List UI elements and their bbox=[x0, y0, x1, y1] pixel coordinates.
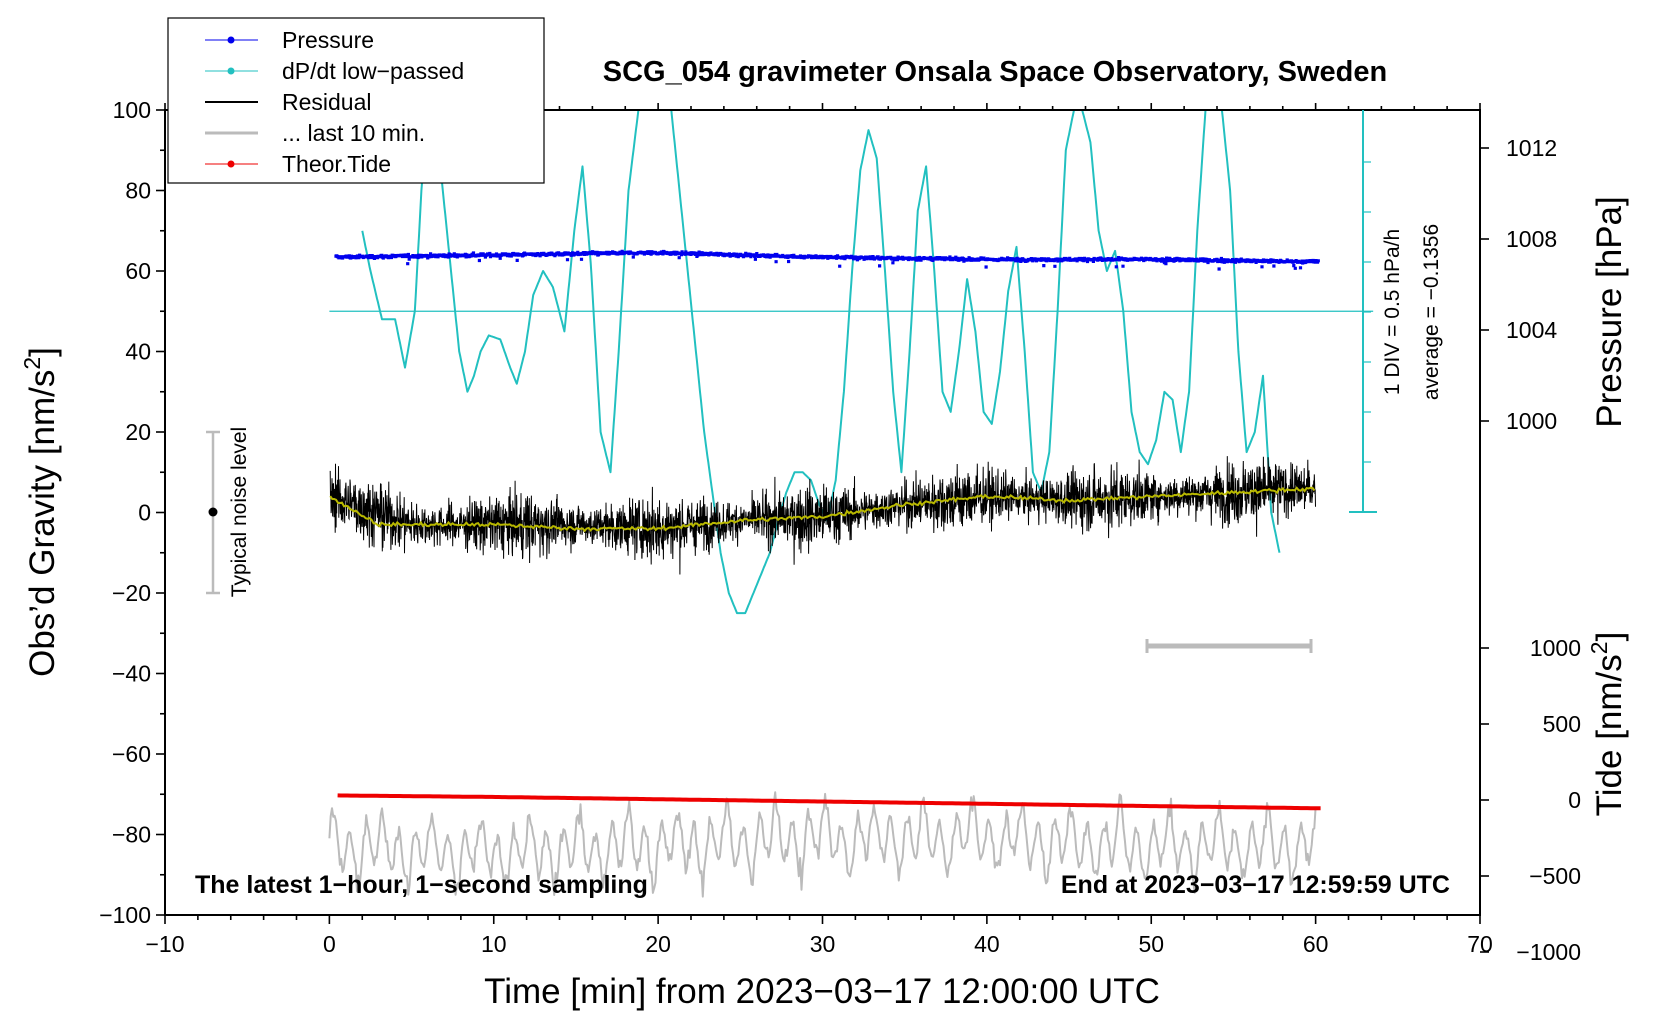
end-time-note: End at 2023−03−17 12:59:59 UTC bbox=[1061, 871, 1450, 899]
average-label: average = −0.1356 bbox=[1420, 224, 1443, 400]
smoothed-residual-line bbox=[329, 486, 1316, 533]
y-tick-label: −60 bbox=[112, 741, 151, 767]
x-tick-label: 30 bbox=[810, 931, 836, 957]
y-axis-label-tide: Tide [nm/s2] bbox=[1586, 632, 1629, 817]
sampling-note: The latest 1−hour, 1−second sampling bbox=[195, 871, 648, 899]
y-axis-label-gravity: Obs’d Gravity [nm/s2] bbox=[19, 347, 62, 677]
y-axis-label-pressure: Pressure [hPa] bbox=[1590, 196, 1629, 428]
chart-title: SCG_054 gravimeter Onsala Space Observat… bbox=[603, 56, 1387, 88]
x-axis-label: Time [min] from 2023−03−17 12:00:00 UTC bbox=[484, 972, 1160, 1011]
y-tick-label: −40 bbox=[112, 661, 151, 687]
legend-item-pressure: Pressure bbox=[205, 27, 374, 53]
div-label: 1 DIV = 0.5 hPa/h bbox=[1381, 229, 1404, 395]
x-tick-label: −10 bbox=[145, 931, 184, 957]
x-tick-label: 50 bbox=[1138, 931, 1164, 957]
tide-tick-label: 500 bbox=[1543, 711, 1581, 737]
pressure-tick-label: 1008 bbox=[1506, 226, 1557, 252]
last-10-min-marker bbox=[1145, 639, 1313, 653]
svg-text:Pressure: Pressure bbox=[282, 27, 374, 53]
legend-item-theor-tide: Theor.Tide bbox=[205, 151, 391, 177]
svg-text:Residual: Residual bbox=[282, 89, 372, 115]
residual-series-line bbox=[329, 456, 1316, 575]
y-tick-label: −80 bbox=[112, 822, 151, 848]
legend-item-residual: Residual bbox=[205, 89, 372, 115]
noise-level-label: Typical noise level bbox=[228, 427, 251, 597]
dpdt-scale-bar: 1 DIV = 0.5 hPa/h average = −0.1356 bbox=[1349, 110, 1443, 513]
last-10-min-series-line bbox=[328, 791, 1317, 898]
x-tick-label: 60 bbox=[1303, 931, 1329, 957]
y-tick-label: 100 bbox=[113, 97, 151, 123]
y-tick-label: 80 bbox=[125, 178, 151, 204]
x-tick-label: 70 bbox=[1467, 931, 1493, 957]
pressure-tick-label: 1004 bbox=[1506, 317, 1557, 343]
y-tick-label: 0 bbox=[138, 500, 151, 526]
theor-tide-series-line bbox=[337, 793, 1321, 811]
tide-tick-label: −500 bbox=[1529, 863, 1581, 889]
x-tick-label: 10 bbox=[481, 931, 507, 957]
y-tick-label: −100 bbox=[99, 902, 151, 928]
tide-tick-label: −1000 bbox=[1516, 939, 1581, 965]
pressure-tick-label: 1000 bbox=[1506, 408, 1557, 434]
svg-text:... last 10 min.: ... last 10 min. bbox=[282, 120, 425, 146]
x-tick-label: 20 bbox=[645, 931, 671, 957]
svg-text:dP/dt low−passed: dP/dt low−passed bbox=[282, 58, 464, 84]
tide-tick-label: 1000 bbox=[1530, 635, 1581, 661]
y-tick-label: −20 bbox=[112, 580, 151, 606]
pressure-series-points bbox=[334, 249, 1320, 271]
pressure-tick-label: 1012 bbox=[1506, 135, 1557, 161]
noise-level-indicator: Typical noise level bbox=[206, 427, 251, 597]
tide-tick-label: 0 bbox=[1568, 787, 1581, 813]
x-tick-label: 40 bbox=[974, 931, 1000, 957]
svg-text:Theor.Tide: Theor.Tide bbox=[282, 151, 391, 177]
y-tick-label: 60 bbox=[125, 258, 151, 284]
legend: Pressure dP/dt low−passed Residual ... l… bbox=[167, 17, 545, 184]
y-tick-label: 20 bbox=[125, 419, 151, 445]
legend-item-dpdt: dP/dt low−passed bbox=[205, 58, 464, 84]
tide-tick-label: −1500 bbox=[1516, 1015, 1581, 1020]
x-tick-label: 0 bbox=[323, 931, 336, 957]
legend-item-last-10-min: ... last 10 min. bbox=[205, 120, 425, 146]
y-tick-label: 40 bbox=[125, 339, 151, 365]
